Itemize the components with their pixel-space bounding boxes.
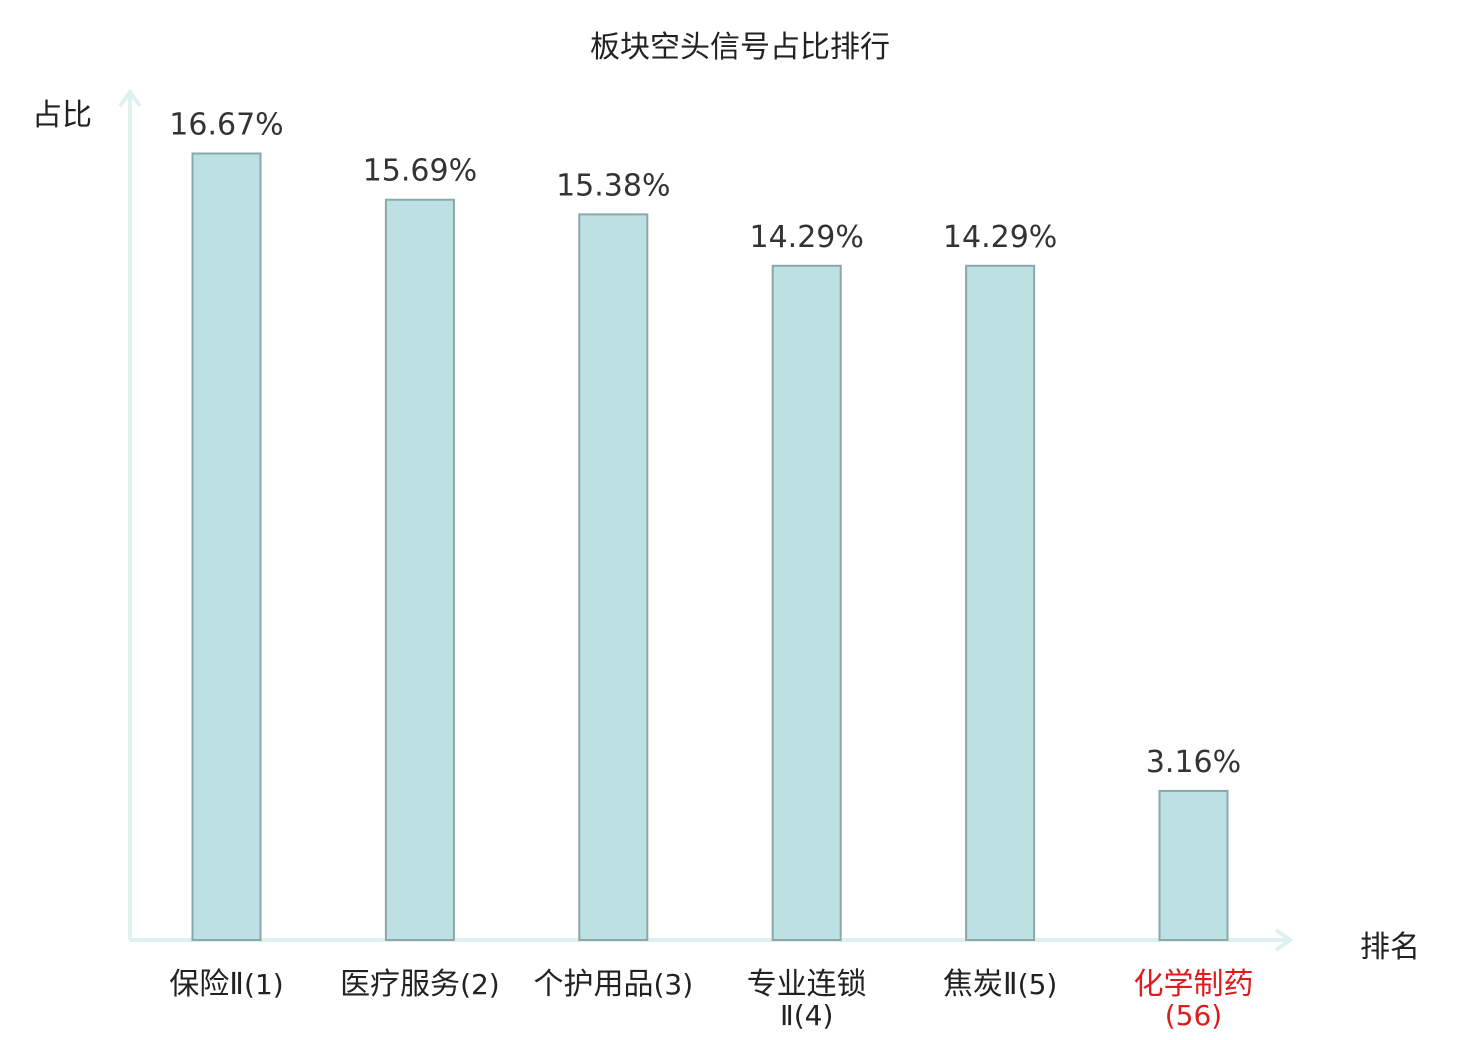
data-label: 16.67% [169,108,283,143]
x-tick-label: 专业连锁 [747,967,867,1002]
y-axis-label: 占比 [32,98,92,133]
x-tick-label: 化学制药 [1134,967,1254,1002]
x-tick-label: 个护用品(3) [533,967,693,1002]
data-label: 14.29% [943,220,1057,255]
bar [771,264,842,941]
data-label: 15.69% [363,154,477,189]
chart-axes [118,88,1294,952]
x-tick-label: 保险Ⅱ(1) [169,967,283,1002]
x-tick-label-rank: Ⅱ(4) [780,999,833,1032]
data-label: 15.38% [556,168,670,203]
y-axis-arrow-icon [118,88,142,108]
x-tick-label: 焦炭Ⅱ(5) [943,967,1057,1002]
x-tick-label: 医疗服务(2) [340,967,500,1002]
bar [191,152,262,941]
x-tick-label-rank: (56) [1165,999,1222,1032]
data-label: 3.16% [1146,745,1241,780]
bar [578,213,649,942]
bar [384,198,455,942]
x-axis-arrow-icon [1274,928,1294,952]
bars-group [191,152,1229,942]
bar [965,264,1036,941]
bar [1158,789,1229,941]
labels-group: 16.67% 保险Ⅱ(1) 15.69% 医疗服务(2) 15.38% 个护用品(3) 14… [169,108,1253,1033]
chart-title: 板块空头信号占比排行 [590,30,890,65]
x-axis-label: 排名 [1360,930,1420,965]
data-label: 14.29% [750,220,864,255]
